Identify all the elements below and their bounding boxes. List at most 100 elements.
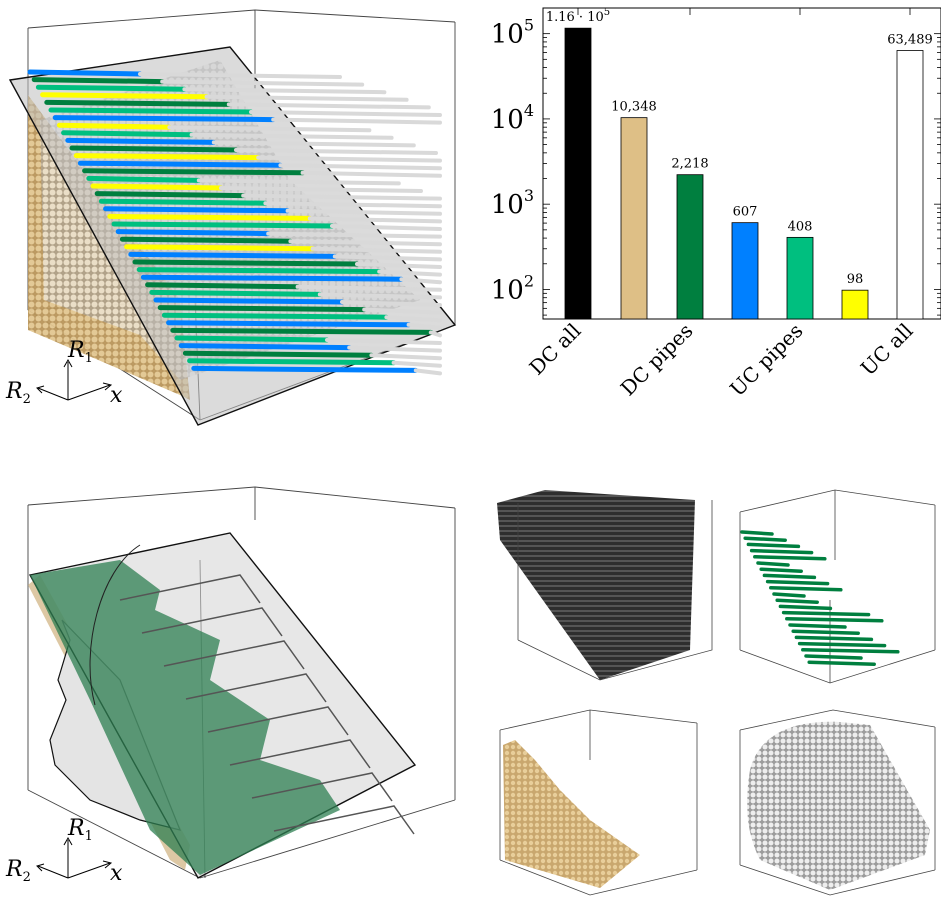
grey-pipe-stripe	[266, 231, 442, 239]
grey-pipe-stripe	[285, 208, 442, 216]
green-rod	[804, 654, 863, 660]
pipe-stripe	[115, 229, 271, 237]
grey-pipe-stripe	[278, 163, 442, 171]
bar	[564, 27, 592, 320]
green-rod	[788, 623, 847, 629]
pipe-stripe	[174, 335, 330, 343]
pipe-stripe	[182, 350, 374, 358]
green-rod	[753, 555, 827, 561]
green-rod	[743, 536, 787, 542]
bar-data-label: 408	[788, 219, 813, 234]
pipe-stripe	[73, 153, 261, 161]
green-rod	[762, 573, 817, 580]
grey-pipe-stripe	[189, 132, 394, 140]
grey-pipe-stripe	[211, 140, 416, 148]
staircase-edges-bottom-left	[119, 574, 415, 835]
green-rod	[778, 604, 833, 611]
pipe-stripe	[119, 236, 293, 244]
axis-label-x: x	[110, 861, 123, 886]
pipe-stripe	[94, 191, 246, 199]
pipe-stripe	[98, 198, 268, 206]
curved-silhouette	[89, 544, 141, 706]
pipe-stripe	[86, 175, 202, 183]
grey-pipe-stripe	[355, 262, 442, 269]
x-tick-label: UC all	[856, 319, 918, 381]
pipe-stripe	[132, 259, 360, 267]
pipe-stripe	[191, 365, 419, 373]
pipe-stripe	[31, 77, 165, 85]
grey-pipe-stripe	[340, 300, 442, 307]
y-tick-label: 103	[491, 186, 534, 220]
pipe-stripe	[145, 282, 301, 290]
grey-pipe-stripe	[347, 345, 442, 353]
grey-pipe-stripe	[249, 110, 442, 117]
green-rods	[740, 530, 900, 666]
bar	[786, 236, 814, 320]
green-rod	[772, 592, 806, 598]
pipe-stripe	[69, 145, 239, 153]
chart-data-labels: 1.16 · 105 10,348 2,218 607 408 98 63,489	[546, 7, 933, 287]
pipe-stripe	[103, 206, 291, 214]
green-rod	[797, 641, 887, 648]
pipe-stripe	[77, 160, 283, 168]
grey-pipe-stripe	[300, 170, 442, 178]
grey-pipe-stripe	[362, 307, 442, 315]
pipe-stripe	[82, 168, 306, 176]
green-rod	[794, 635, 874, 642]
grey-pipe-stripe	[196, 178, 401, 186]
axes-triad-top-left	[36, 358, 113, 401]
pipe-stripe	[107, 213, 313, 221]
grey-pipe-stripe	[219, 186, 423, 193]
grey-pipe-stripe	[391, 360, 442, 368]
green-rod	[749, 548, 814, 555]
grey-pipe-stripe	[399, 277, 442, 285]
cube-grey-pipes	[739, 709, 936, 896]
staircase-edge	[207, 706, 349, 736]
grey-pipe-stripe	[307, 216, 442, 224]
pipe-stripe	[56, 122, 172, 130]
pipe-stripes-top-left	[27, 69, 442, 376]
pipe-stripe	[153, 297, 345, 305]
cube-all-pipes	[497, 490, 713, 681]
bar-data-label: 63,489	[887, 32, 933, 47]
staircase-edge	[229, 739, 371, 769]
chart-x-tick-labels: DC all DC pipes UC pipes UC all	[524, 319, 917, 401]
bar-data-label: 607	[733, 205, 758, 220]
grey-pipe-stripe	[330, 224, 442, 231]
pipe-stripe	[48, 107, 254, 115]
pipe-stripe	[149, 289, 323, 297]
green-rod	[759, 567, 803, 573]
panel-bottom-left: R1 R2 x	[5, 486, 456, 886]
pipe-stripe	[124, 244, 316, 252]
grey-pipe-stripe	[204, 94, 409, 102]
cube-green-pipes	[739, 489, 936, 684]
pipe-stripe	[111, 221, 335, 229]
grey-pipe-stripe	[288, 239, 442, 247]
pipe-stripe	[40, 92, 210, 100]
staircase-edge	[119, 574, 261, 604]
chart-y-tick-labels: 102 103 104 105	[491, 16, 534, 306]
green-rod	[785, 617, 884, 623]
axes-triad-bottom-left	[36, 836, 113, 879]
panel-top-left: R1 R2 x	[5, 9, 457, 426]
grey-pipe-stripe	[138, 72, 342, 79]
green-rod	[746, 542, 801, 549]
grey-pipe-stripe	[317, 292, 442, 300]
staircase-edge	[251, 772, 393, 802]
green-rod	[791, 629, 860, 635]
green-rod	[765, 579, 830, 586]
axis-label-x: x	[110, 383, 123, 408]
grey-pipe-stripe	[241, 193, 442, 201]
x-tick-label: DC pipes	[616, 319, 698, 401]
grey-pipe-stripe	[428, 330, 442, 338]
grey-pipe-stripe	[160, 79, 365, 87]
grey-pipe-stripe	[310, 246, 442, 254]
pipe-stripe	[166, 320, 412, 328]
green-rod	[801, 648, 900, 654]
axis-label-r1: R1	[67, 338, 93, 366]
axis-label-r2: R2	[5, 857, 31, 885]
pipe-stripe	[52, 115, 276, 123]
bar	[676, 174, 704, 320]
